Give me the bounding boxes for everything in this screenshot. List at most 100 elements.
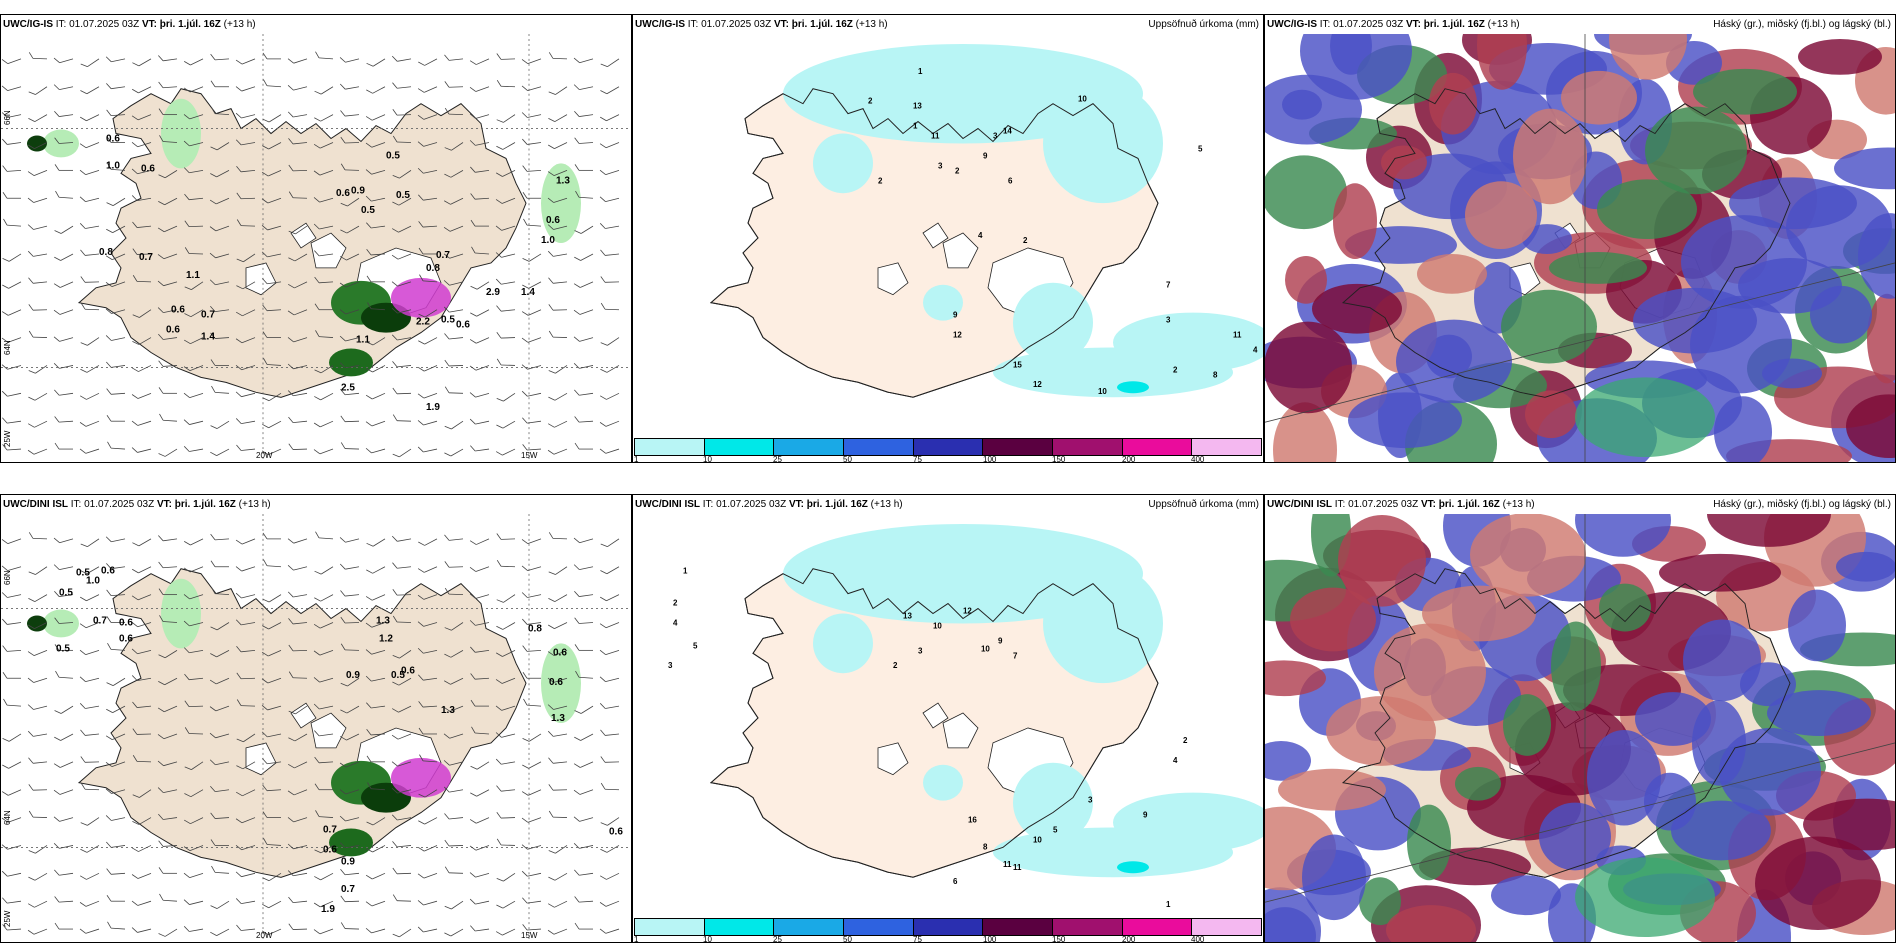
wind-barb bbox=[107, 441, 126, 450]
barb-flag bbox=[469, 392, 476, 398]
wind-barb bbox=[54, 922, 73, 930]
barb-flag bbox=[131, 568, 139, 574]
wind-barb bbox=[443, 705, 464, 712]
barb-flag bbox=[548, 532, 554, 539]
barb-flag bbox=[444, 561, 450, 568]
valid-time: þri. 1.júl. 16Z bbox=[1438, 499, 1500, 510]
cloud-cover-area bbox=[1587, 729, 1661, 826]
barb-shaft bbox=[320, 900, 334, 908]
wind-barb bbox=[599, 392, 620, 400]
wind-barb bbox=[600, 249, 620, 256]
wind-barb bbox=[28, 330, 48, 338]
barb-shaft bbox=[241, 58, 256, 65]
cloud-cover-area bbox=[1501, 289, 1597, 364]
barb-flag bbox=[105, 255, 113, 260]
wind-barb bbox=[314, 872, 334, 881]
barb-flag bbox=[575, 190, 580, 198]
barb-shaft bbox=[33, 705, 48, 710]
barb-flag bbox=[236, 285, 244, 290]
barb-shaft bbox=[33, 169, 48, 176]
precip-amount-label: 1 bbox=[918, 67, 923, 76]
wind-barb bbox=[340, 616, 360, 624]
wind-barb bbox=[236, 733, 256, 743]
wind-barb bbox=[521, 844, 542, 850]
wind-barb bbox=[366, 702, 386, 709]
barb-flag bbox=[574, 137, 580, 144]
wind-barb bbox=[470, 699, 489, 707]
[object SVGSVGElement] bbox=[993, 347, 1233, 398]
barb-flag bbox=[131, 420, 138, 426]
barb-flag bbox=[547, 704, 554, 710]
valid-time: þri. 1.júl. 16Z bbox=[1423, 19, 1485, 30]
barb-shaft bbox=[293, 142, 308, 145]
barb-flag bbox=[391, 228, 399, 233]
wind-map[interactable]: 0.6 1.0 0.6 0.8 0.7 0.6 0.7 1.1 0.6 1.4 0.5 0.5 0.8 0… bbox=[1, 34, 631, 462]
barb-shaft bbox=[7, 420, 22, 424]
barb-shaft bbox=[59, 58, 74, 64]
wind-barb bbox=[287, 564, 308, 571]
barb-shaft bbox=[216, 928, 230, 936]
barb-shaft bbox=[580, 733, 594, 741]
barb-flag bbox=[27, 449, 35, 455]
barb-shaft bbox=[138, 566, 152, 574]
cloud-map[interactable] bbox=[1265, 34, 1895, 462]
wind-barb bbox=[158, 197, 178, 206]
barb-shaft bbox=[553, 677, 568, 683]
wind-barb bbox=[444, 81, 464, 88]
barb-shaft bbox=[138, 86, 152, 94]
barb-flag bbox=[262, 625, 269, 630]
wind-speed-label: 0.6 bbox=[119, 633, 133, 644]
colorbar-swatch bbox=[983, 439, 1054, 455]
barb-shaft bbox=[111, 447, 126, 450]
lon-label-20w: 20W bbox=[256, 931, 273, 940]
wind-barb bbox=[183, 58, 204, 66]
barb-flag bbox=[496, 812, 502, 819]
wind-barb bbox=[53, 564, 74, 571]
barb-shaft bbox=[7, 86, 22, 91]
barb-flag bbox=[496, 904, 504, 909]
wind-barb bbox=[418, 727, 437, 735]
barb-flag bbox=[496, 145, 504, 150]
barb-flag bbox=[263, 79, 268, 86]
barb-flag bbox=[366, 62, 374, 67]
barb-flag bbox=[469, 140, 476, 146]
cloud-cover-area bbox=[1265, 321, 1352, 414]
[object SVGSVGElement] bbox=[813, 613, 873, 674]
wind-barb bbox=[496, 114, 516, 123]
barb-flag bbox=[288, 138, 294, 145]
wind-barb bbox=[158, 840, 178, 847]
wind-barb bbox=[132, 538, 152, 547]
barb-shaft bbox=[527, 224, 542, 227]
barb-flag bbox=[236, 219, 242, 226]
barb-flag bbox=[444, 627, 452, 631]
wind-barb bbox=[263, 79, 282, 88]
precip-amount-label: 10 bbox=[1098, 387, 1107, 396]
barb-flag bbox=[522, 258, 530, 262]
wind-barb bbox=[210, 80, 229, 88]
wind-barb bbox=[314, 365, 334, 374]
barb-flag bbox=[366, 368, 373, 373]
cloud-map[interactable] bbox=[1265, 514, 1895, 942]
barb-flag bbox=[313, 677, 320, 683]
barb-flag bbox=[80, 756, 86, 763]
barb-shaft bbox=[8, 733, 22, 742]
precip-map[interactable]: 1243513101210973216811611105391247 bbox=[633, 514, 1263, 916]
barb-flag bbox=[235, 619, 242, 626]
wind-barb bbox=[495, 448, 516, 456]
precip-map[interactable]: 121321311391410246215121011481951295327 bbox=[633, 34, 1263, 436]
wind-barb bbox=[469, 392, 490, 398]
wind-barb bbox=[261, 704, 282, 711]
wind-barb bbox=[80, 302, 100, 311]
wind-map[interactable]: 0.5 0.6 1.0 0.5 0.6 0.7 0.6 0.5 1.3 1.2 0.9 0.5 0.6 1… bbox=[1, 514, 631, 942]
barb-flag bbox=[599, 596, 607, 602]
barb-shaft bbox=[293, 309, 308, 316]
wind-barb bbox=[340, 895, 360, 903]
barb-shaft bbox=[319, 928, 334, 935]
barb-shaft bbox=[527, 114, 542, 118]
wind-barb bbox=[365, 622, 386, 628]
barb-flag bbox=[417, 167, 424, 174]
wind-barb bbox=[184, 789, 204, 798]
barb-shaft bbox=[449, 337, 464, 340]
wind-barb bbox=[366, 337, 386, 346]
barb-shaft bbox=[59, 309, 74, 315]
